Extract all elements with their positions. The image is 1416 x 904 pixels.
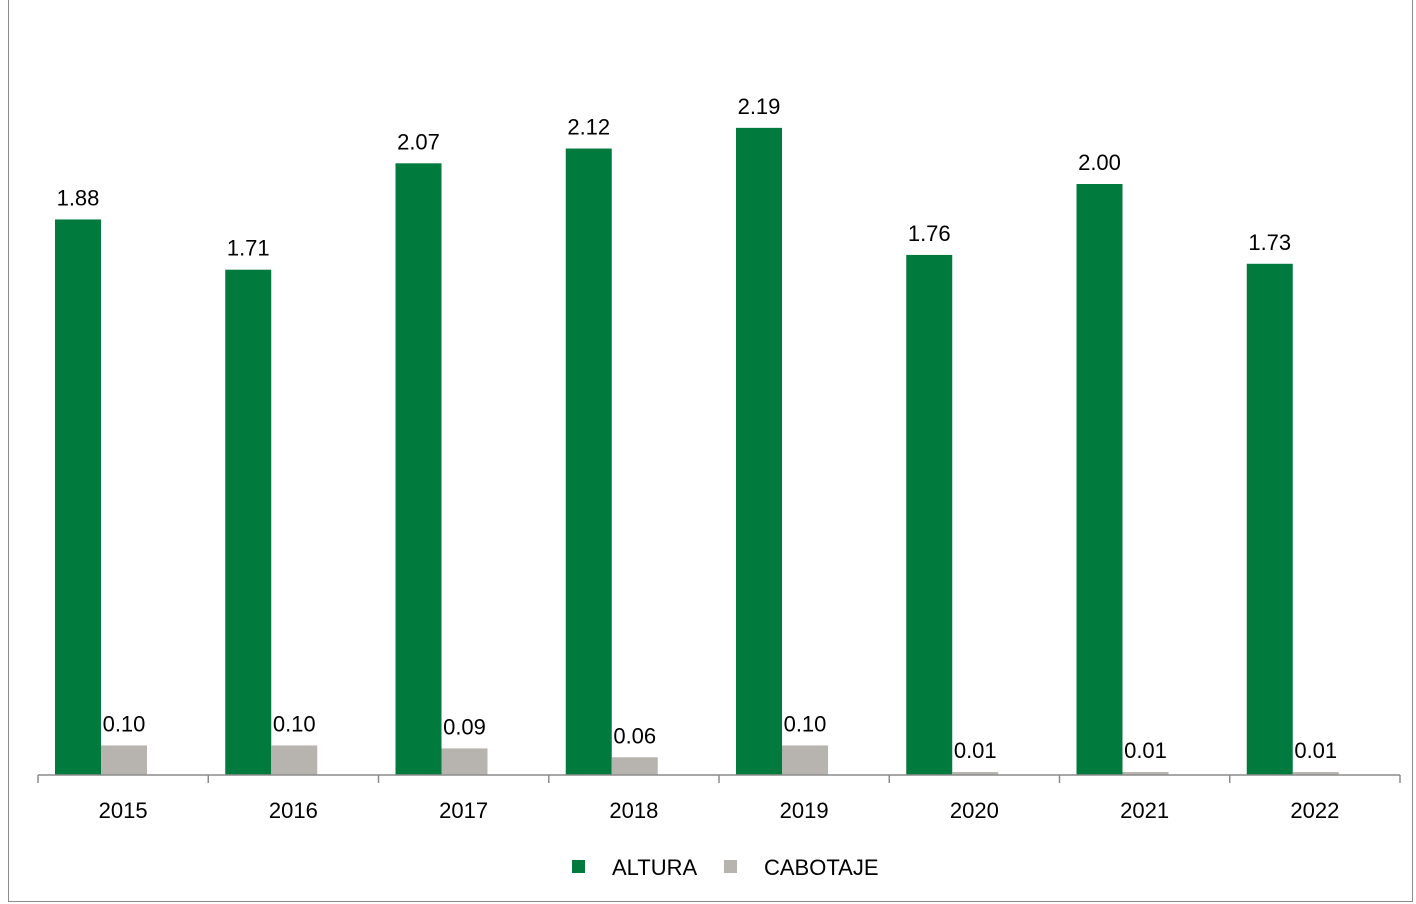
bar-altura-2020	[906, 254, 953, 776]
bar-cabotaje-2020	[952, 772, 999, 775]
bar-cabotaje-2018	[611, 757, 658, 775]
x-axis: 2015 2016 2017 2018 2019 2020 2021 2022	[37, 774, 1401, 823]
data-label-cabotaje-2021: 0.01	[1124, 738, 1167, 763]
legend: ALTURA CABOTAJE	[572, 855, 879, 880]
bar-altura-2019	[736, 127, 782, 776]
data-label-cabotaje-2018: 0.06	[613, 723, 656, 748]
x-tick-label-2021: 2021	[1120, 798, 1169, 823]
bar-altura-2018	[565, 148, 612, 776]
x-tick-label-2016: 2016	[269, 798, 318, 823]
data-labels-layer: 1.88 0.10 1.71 0.10 2.07 0.09 2.12 0.06 2.19 0.10…	[57, 94, 1338, 763]
data-label-cabotaje-2015: 0.10	[103, 711, 146, 736]
data-label-altura-2018: 2.12	[567, 115, 610, 140]
x-tick-label-2020: 2020	[950, 798, 999, 823]
legend-label-altura: ALTURA	[612, 855, 697, 880]
data-label-cabotaje-2019: 0.10	[784, 711, 827, 736]
bar-cabotaje-2017	[441, 748, 488, 775]
bar-cabotaje-2021	[1122, 772, 1169, 775]
x-tick-label-2015: 2015	[99, 798, 148, 823]
data-label-altura-2016: 1.71	[227, 236, 270, 261]
x-tick-label-2017: 2017	[439, 798, 488, 823]
bar-cabotaje-2016	[271, 745, 318, 775]
x-tick-label-2019: 2019	[780, 798, 829, 823]
chart-frame	[8, 0, 1413, 902]
data-label-cabotaje-2020: 0.01	[954, 738, 997, 763]
data-label-altura-2021: 2.00	[1078, 150, 1121, 175]
bar-cabotaje-2015	[101, 745, 147, 775]
x-tick-label-2022: 2022	[1290, 798, 1339, 823]
bar-altura-2015	[55, 219, 101, 775]
data-label-cabotaje-2022: 0.01	[1294, 738, 1337, 763]
bar-altura-2022	[1246, 263, 1293, 775]
legend-swatch-cabotaje	[724, 860, 737, 873]
data-label-cabotaje-2017: 0.09	[443, 714, 486, 739]
bar-altura-2021	[1076, 184, 1123, 775]
data-label-altura-2020: 1.76	[908, 221, 951, 246]
x-tick-label-2018: 2018	[609, 798, 658, 823]
bar-cabotaje-2022	[1292, 772, 1339, 775]
data-label-cabotaje-2016: 0.10	[273, 711, 316, 736]
data-label-altura-2015: 1.88	[57, 185, 100, 210]
data-label-altura-2019: 2.19	[738, 94, 781, 119]
bar-altura-2016	[225, 269, 272, 775]
legend-label-cabotaje: CABOTAJE	[764, 855, 879, 880]
bar-cabotaje-2019	[782, 745, 828, 775]
data-label-altura-2017: 2.07	[397, 129, 440, 154]
legend-swatch-altura	[572, 860, 585, 873]
bar-altura-2017	[395, 163, 442, 775]
bars-layer	[55, 127, 1339, 776]
data-label-altura-2022: 1.73	[1248, 230, 1291, 255]
